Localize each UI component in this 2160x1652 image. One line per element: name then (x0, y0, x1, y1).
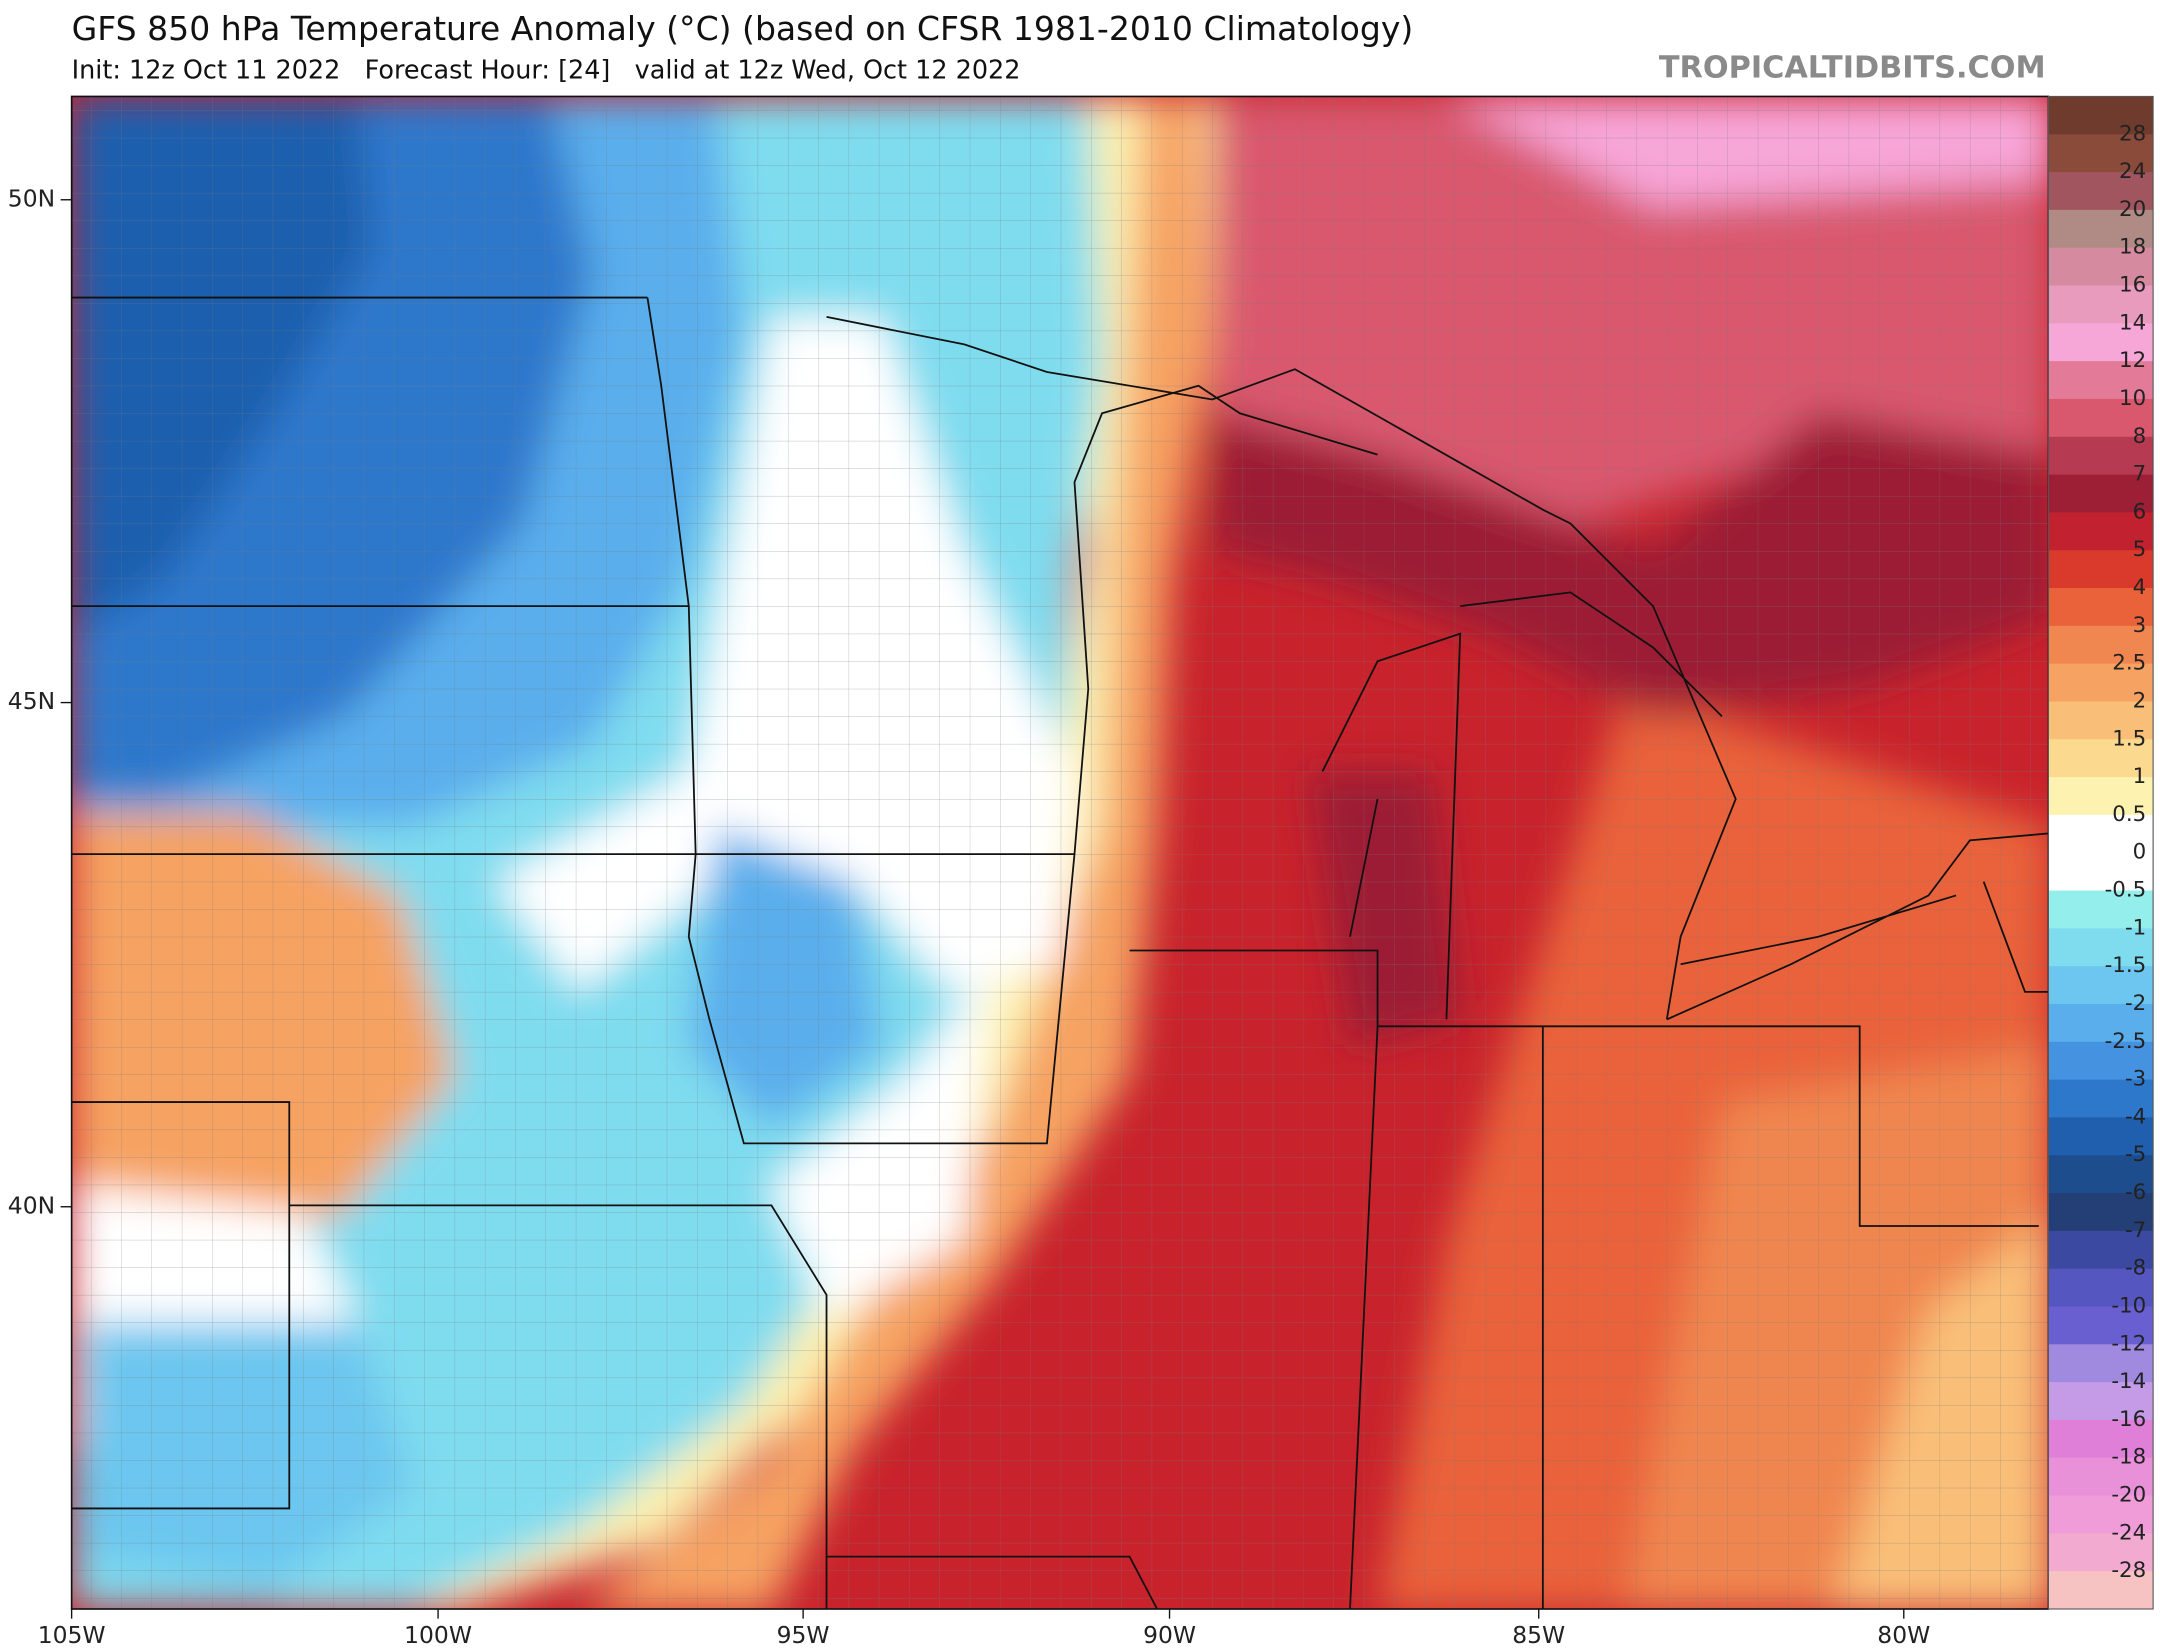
colorbar-swatch (2048, 285, 2154, 324)
colorbar-label: -12 (2111, 1331, 2146, 1356)
colorbar-swatch (2048, 512, 2154, 551)
colorbar-swatch (2048, 1571, 2154, 1610)
colorbar-label: -20 (2111, 1483, 2146, 1508)
colorbar-swatch (2048, 361, 2154, 400)
colorbar-label: -8 (2125, 1256, 2146, 1281)
colorbar-label: 5 (2133, 537, 2147, 562)
colorbar-label: 4 (2133, 575, 2147, 600)
colorbar-swatch (2048, 1344, 2154, 1383)
colorbar-swatch (2048, 1193, 2154, 1232)
lon-label: 100W (404, 1621, 472, 1649)
colorbar-label: 3 (2133, 613, 2147, 638)
colorbar-label: 14 (2119, 310, 2146, 335)
colorbar-label: 12 (2119, 348, 2146, 373)
colorbar-label: -7 (2125, 1218, 2146, 1243)
colorbar-swatch (2048, 1155, 2154, 1194)
colorbar-label: 7 (2133, 462, 2147, 487)
colorbar-swatch (2048, 663, 2154, 702)
colorbar-swatch (2048, 134, 2154, 173)
colorbar-swatch (2048, 890, 2154, 929)
colorbar-label: -3 (2125, 1067, 2146, 1092)
colorbar-label: 8 (2133, 424, 2147, 449)
colorbar-label: 24 (2119, 159, 2146, 184)
brand: TROPICALTIDBITS.COM (1659, 50, 2046, 85)
colorbar-swatch (2048, 1382, 2154, 1421)
colorbar-label: -5 (2125, 1142, 2146, 1167)
colorbar-swatch (2048, 1003, 2154, 1043)
graticule-labels: 50N 45N 40N 105W 100W 95W 90W 85W 80W (8, 184, 1930, 1649)
lon-label: 85W (1512, 1621, 1565, 1649)
colorbar-label: 28 (2119, 121, 2146, 146)
colorbar-swatch (2048, 1533, 2154, 1572)
subtitle: Init: 12z Oct 11 2022 Forecast Hour: [24… (72, 56, 1021, 86)
colorbar-swatch (2048, 739, 2154, 778)
lon-label: 95W (777, 1621, 830, 1649)
colorbar-swatch (2048, 1268, 2154, 1307)
colorbar-swatch (2048, 1457, 2154, 1496)
colorbar-swatch (2048, 1079, 2154, 1118)
colorbar-swatch (2048, 550, 2154, 589)
colorbar-label: -2.5 (2105, 1029, 2147, 1054)
colorbar-label: -10 (2111, 1293, 2146, 1318)
colorbar-swatch (2048, 1117, 2154, 1156)
colorbar-label: 1.5 (2112, 726, 2146, 751)
colorbar-swatch (2048, 323, 2154, 362)
lat-label: 40N (8, 1191, 55, 1219)
lon-label: 105W (38, 1621, 106, 1649)
colorbar: 28 24 20 18 16 14 12 10 8 7 6 5 4 3 2.5 2 1.5 1 0.5 0 -0.5 -1… (2047, 95, 2154, 1610)
colorbar-swatch (2048, 398, 2154, 438)
colorbar-label: 20 (2119, 197, 2146, 222)
colorbar-swatch (2048, 1306, 2154, 1345)
lon-label: 80W (1877, 1621, 1930, 1649)
lon-label: 90W (1143, 1621, 1196, 1649)
colorbar-swatch (2048, 1230, 2154, 1270)
colorbar-swatch (2048, 474, 2154, 513)
colorbar-label: 2.5 (2112, 651, 2146, 676)
colorbar-label: -28 (2111, 1558, 2146, 1583)
colorbar-swatch (2048, 247, 2154, 286)
colorbar-label: -0.5 (2105, 878, 2147, 903)
colorbar-label: 18 (2119, 235, 2146, 260)
colorbar-swatch (2048, 625, 2154, 665)
colorbar-label: -24 (2111, 1520, 2146, 1545)
colorbar-label: -1.5 (2105, 953, 2147, 978)
title: GFS 850 hPa Temperature Anomaly (°C) (ba… (72, 9, 1414, 48)
colorbar-label: 16 (2119, 273, 2146, 298)
map-field (71, 96, 2049, 1610)
colorbar-swatch (2048, 928, 2154, 967)
colorbar-label: -18 (2111, 1445, 2146, 1470)
colorbar-swatch (2048, 588, 2154, 627)
colorbar-label: 1 (2133, 764, 2147, 789)
colorbar-label: 0.5 (2112, 802, 2146, 827)
colorbar-swatch (2048, 966, 2154, 1005)
colorbar-swatch (2048, 701, 2154, 740)
colorbar-label: -2 (2125, 991, 2146, 1016)
colorbar-swatch (2048, 172, 2154, 211)
colorbar-swatch (2048, 1495, 2154, 1534)
colorbar-swatch (2048, 209, 2154, 249)
colorbar-label: -16 (2111, 1407, 2146, 1432)
colorbar-label: -6 (2125, 1180, 2146, 1205)
colorbar-label: 10 (2119, 386, 2146, 411)
colorbar-swatch (2048, 852, 2154, 891)
colorbar-swatch (2048, 436, 2154, 476)
colorbar-label: -1 (2125, 915, 2146, 940)
borders (71, 96, 2049, 1610)
colorbar-label: 2 (2133, 688, 2147, 713)
colorbar-swatch (2048, 814, 2154, 854)
colorbar-label: 0 (2133, 840, 2147, 865)
colorbar-frame (2047, 95, 2154, 1610)
colorbar-label: 6 (2133, 499, 2147, 524)
colorbar-label: -4 (2125, 1104, 2146, 1129)
colorbar-swatch (2048, 1419, 2154, 1459)
colorbar-swatch (2048, 96, 2154, 135)
colorbar-swatch (2048, 1041, 2154, 1081)
colorbar-swatch (2048, 777, 2154, 816)
lat-label: 45N (8, 687, 55, 715)
lat-label: 50N (8, 184, 55, 212)
colorbar-label: -14 (2111, 1369, 2146, 1394)
